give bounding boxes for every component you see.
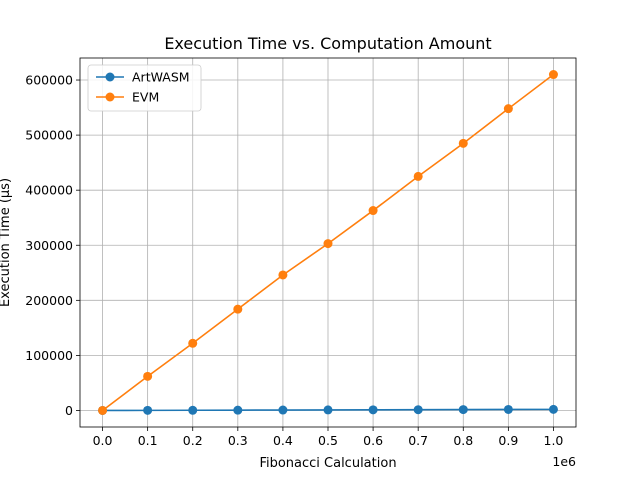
data-point bbox=[278, 405, 288, 415]
y-tick-label: 500000 bbox=[25, 128, 73, 143]
plot-area-frame bbox=[79, 57, 577, 428]
data-point bbox=[413, 405, 423, 415]
y-tick-label: 100000 bbox=[25, 348, 73, 363]
x-tick-label: 0.7 bbox=[408, 433, 428, 448]
data-point bbox=[413, 171, 423, 181]
data-point bbox=[188, 405, 198, 415]
legend: ArtWASM EVM bbox=[87, 64, 202, 112]
x-tick-label: 0.5 bbox=[318, 433, 338, 448]
y-tick-label: 0 bbox=[65, 403, 73, 418]
x-tick-label: 0.3 bbox=[228, 433, 248, 448]
x-tick-label: 0.9 bbox=[498, 433, 518, 448]
data-point bbox=[143, 405, 153, 415]
data-point bbox=[458, 138, 468, 148]
data-point bbox=[548, 70, 558, 80]
x-tick-label: 0.0 bbox=[93, 433, 113, 448]
y-tick-label: 200000 bbox=[25, 293, 73, 308]
data-point bbox=[458, 405, 468, 415]
data-point bbox=[368, 206, 378, 216]
data-point bbox=[548, 404, 558, 414]
x-tick-label: 0.6 bbox=[363, 433, 383, 448]
data-point bbox=[143, 371, 153, 381]
x-axis-label: Fibonacci Calculation bbox=[259, 456, 396, 471]
x-axis-offset-label: 1e6 bbox=[552, 454, 576, 469]
chart-title: Execution Time vs. Computation Amount bbox=[164, 34, 491, 53]
data-point bbox=[368, 405, 378, 415]
x-tick-label: 1.0 bbox=[544, 433, 564, 448]
data-point bbox=[188, 338, 198, 348]
x-tick-label: 0.1 bbox=[138, 433, 158, 448]
legend-marker bbox=[105, 72, 115, 82]
y-axis-label: Execution Time (µs) bbox=[0, 178, 13, 307]
data-point bbox=[278, 270, 288, 280]
x-tick-label: 0.2 bbox=[183, 433, 203, 448]
legend-marker bbox=[105, 92, 115, 102]
series-evm bbox=[98, 70, 558, 415]
y-tick-label: 300000 bbox=[25, 238, 73, 253]
axis-ticks: 0.0 0.1 0.2 0.3 0.4 0.5 0.6 0.7 0.8 0.9 1.0 0 100000… bbox=[25, 73, 563, 448]
data-point bbox=[233, 304, 243, 314]
data-point bbox=[98, 405, 108, 415]
legend-label: ArtWASM bbox=[132, 70, 190, 85]
legend-label: EVM bbox=[132, 90, 159, 105]
x-tick-label: 0.4 bbox=[273, 433, 293, 448]
data-point bbox=[323, 405, 333, 415]
data-point bbox=[323, 239, 333, 249]
data-point bbox=[233, 405, 243, 415]
y-tick-label: 400000 bbox=[25, 183, 73, 198]
data-series bbox=[98, 70, 558, 415]
x-tick-label: 0.8 bbox=[453, 433, 473, 448]
y-tick-label: 600000 bbox=[25, 73, 73, 88]
data-point bbox=[503, 404, 513, 414]
data-point bbox=[503, 104, 513, 114]
